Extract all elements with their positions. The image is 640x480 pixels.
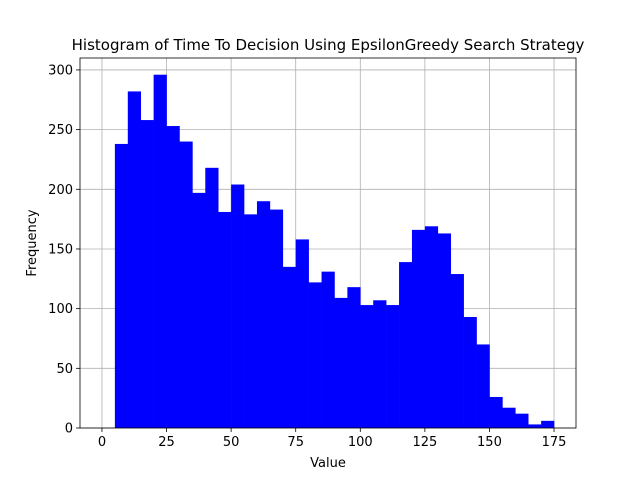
histogram-bar — [153, 74, 167, 428]
histogram-bar — [450, 274, 464, 428]
histogram-bar — [373, 300, 387, 428]
histogram-bar — [463, 317, 477, 428]
y-tick-label: 0 — [65, 422, 73, 437]
y-tick-label: 150 — [48, 242, 73, 257]
histogram-bar — [528, 424, 542, 428]
histogram-bar — [256, 201, 271, 428]
histogram-bar — [282, 266, 297, 428]
x-tick-label: 75 — [287, 435, 304, 450]
histogram-bar — [502, 407, 516, 428]
x-tick-label: 150 — [477, 435, 502, 450]
histogram-bar — [179, 141, 193, 428]
y-axis-label: Frequency — [25, 209, 40, 276]
histogram-bar — [295, 239, 309, 428]
y-tick-label: 200 — [48, 183, 73, 198]
histogram-bar — [166, 126, 180, 428]
x-tick-label: 50 — [223, 435, 240, 450]
histogram-bar — [476, 344, 490, 428]
histogram-bar — [321, 271, 335, 428]
histogram-bar — [386, 305, 400, 428]
histogram-bar — [308, 282, 322, 428]
x-tick-label: 0 — [98, 435, 106, 450]
histogram-bar — [424, 226, 439, 428]
y-tick-label: 250 — [48, 123, 73, 138]
histogram-bar — [244, 214, 258, 428]
histogram-bar — [489, 396, 503, 428]
histogram-bar — [347, 287, 361, 428]
histogram-bar — [127, 91, 142, 428]
histogram-bar — [269, 209, 284, 428]
histogram-bar — [218, 211, 232, 428]
x-tick-label: 125 — [412, 435, 437, 450]
histogram-bar — [192, 192, 206, 428]
x-tick-label: 100 — [348, 435, 373, 450]
histogram-bar — [437, 233, 452, 428]
histogram-bar — [140, 120, 154, 428]
histogram-bar — [541, 420, 555, 428]
y-tick-label: 300 — [48, 63, 73, 78]
y-axis-ticks: 0 50 100 150 200 250 300 — [48, 63, 80, 437]
histogram-bar — [399, 262, 413, 428]
x-axis-ticks: 0 25 50 75 100 125 150 175 — [98, 428, 567, 450]
x-tick-label: 25 — [158, 435, 175, 450]
chart-title: Histogram of Time To Decision Using Epsi… — [72, 36, 585, 54]
histogram-bar — [515, 413, 529, 428]
histogram-bar — [231, 184, 245, 428]
x-tick-label: 175 — [542, 435, 567, 450]
y-tick-label: 50 — [56, 362, 73, 377]
histogram-bar — [205, 167, 219, 428]
x-axis-label: Value — [310, 456, 346, 471]
histogram-bar — [360, 305, 374, 428]
plot-frame — [79, 57, 577, 429]
histogram-bar — [114, 143, 129, 428]
histogram-bar — [334, 297, 348, 428]
y-tick-label: 100 — [48, 302, 73, 317]
histogram-bar — [411, 229, 426, 428]
histogram-bars — [114, 74, 555, 428]
